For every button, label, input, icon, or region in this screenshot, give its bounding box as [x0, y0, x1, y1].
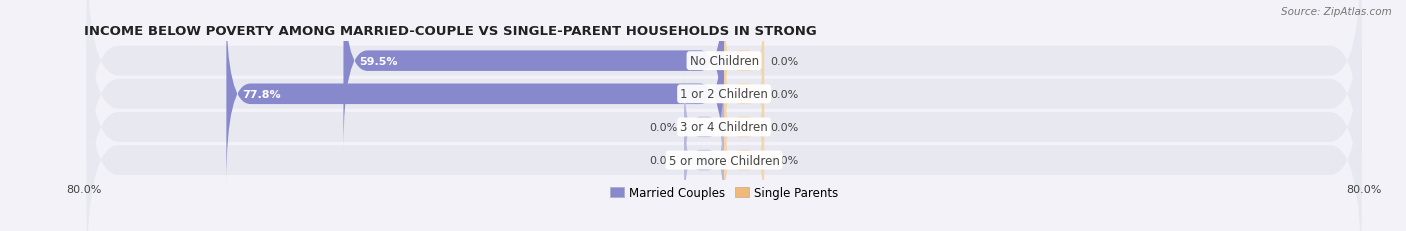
- FancyBboxPatch shape: [724, 39, 763, 150]
- Text: 77.8%: 77.8%: [242, 89, 281, 99]
- Text: 0.0%: 0.0%: [770, 89, 799, 99]
- Text: 59.5%: 59.5%: [360, 56, 398, 66]
- Text: 0.0%: 0.0%: [770, 155, 799, 165]
- FancyBboxPatch shape: [87, 10, 1361, 231]
- Text: 5 or more Children: 5 or more Children: [669, 154, 779, 167]
- FancyBboxPatch shape: [87, 0, 1361, 212]
- Text: 0.0%: 0.0%: [770, 122, 799, 132]
- FancyBboxPatch shape: [87, 43, 1361, 231]
- Text: 0.0%: 0.0%: [770, 56, 799, 66]
- FancyBboxPatch shape: [724, 72, 763, 183]
- FancyBboxPatch shape: [685, 105, 724, 216]
- Text: Source: ZipAtlas.com: Source: ZipAtlas.com: [1281, 7, 1392, 17]
- Legend: Married Couples, Single Parents: Married Couples, Single Parents: [610, 186, 838, 199]
- Text: 3 or 4 Children: 3 or 4 Children: [681, 121, 768, 134]
- FancyBboxPatch shape: [724, 6, 763, 117]
- FancyBboxPatch shape: [226, 6, 724, 183]
- FancyBboxPatch shape: [87, 0, 1361, 179]
- Text: 0.0%: 0.0%: [650, 122, 678, 132]
- FancyBboxPatch shape: [343, 0, 724, 150]
- Text: INCOME BELOW POVERTY AMONG MARRIED-COUPLE VS SINGLE-PARENT HOUSEHOLDS IN STRONG: INCOME BELOW POVERTY AMONG MARRIED-COUPL…: [84, 25, 817, 38]
- Text: No Children: No Children: [689, 55, 759, 68]
- Text: 0.0%: 0.0%: [650, 155, 678, 165]
- FancyBboxPatch shape: [724, 105, 763, 216]
- Text: 1 or 2 Children: 1 or 2 Children: [681, 88, 768, 101]
- FancyBboxPatch shape: [685, 72, 724, 183]
